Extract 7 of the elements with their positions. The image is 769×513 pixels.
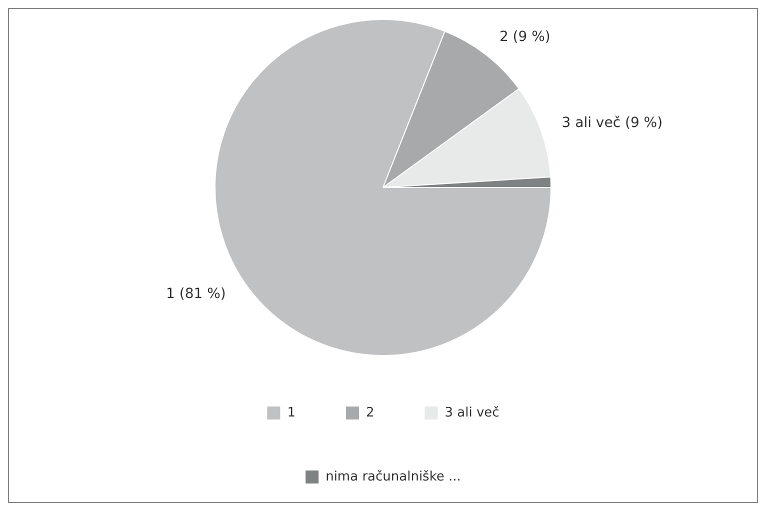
data-label: 2 (9 %) bbox=[499, 29, 550, 46]
data-label: 1 (81 %) bbox=[166, 286, 226, 302]
legend-label: 3 ali več bbox=[444, 405, 500, 420]
legend-label: 1 bbox=[287, 405, 296, 420]
data-label: 3 ali več (9 %) bbox=[562, 114, 663, 131]
legend-label: 2 bbox=[366, 405, 374, 420]
legend-label: nima računalniške ... bbox=[326, 469, 461, 484]
